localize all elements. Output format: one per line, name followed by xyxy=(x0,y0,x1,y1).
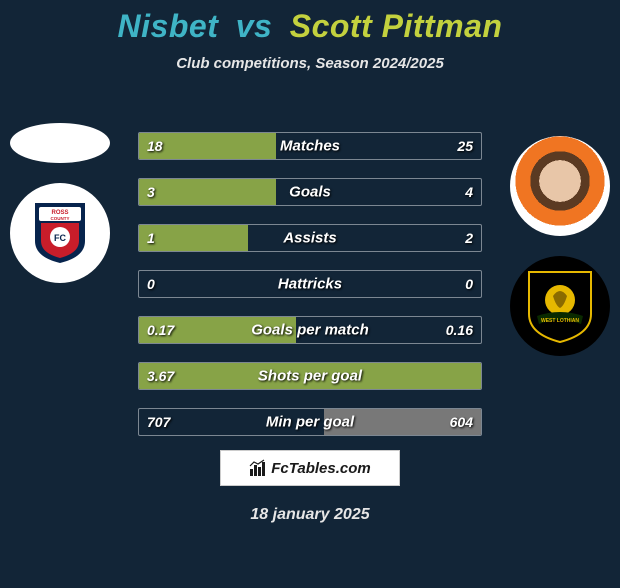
player2-name: Scott Pittman xyxy=(290,8,503,44)
stat-label: Goals xyxy=(289,184,331,201)
livingston-shield-icon: WEST LOTHIAN xyxy=(525,266,595,346)
stat-label: Goals per match xyxy=(251,322,369,339)
subtitle: Club competitions, Season 2024/2025 xyxy=(0,55,620,72)
stat-value-left: 0 xyxy=(147,276,155,292)
stat-bar-left xyxy=(139,225,248,251)
stat-value-left: 1 xyxy=(147,230,155,246)
stat-row: 707 Min per goal 604 xyxy=(138,408,482,436)
svg-text:COUNTY: COUNTY xyxy=(51,216,70,221)
brand-label: FcTables.com xyxy=(271,460,370,477)
stat-label: Min per goal xyxy=(266,414,354,431)
stat-value-left: 18 xyxy=(147,138,163,154)
stat-value-left: 707 xyxy=(147,414,170,430)
stat-row: 18 Matches 25 xyxy=(138,132,482,160)
ross-county-shield-icon: ROSS COUNTY FC xyxy=(33,201,87,265)
stat-value-right: 604 xyxy=(450,414,473,430)
stat-row: 0 Hattricks 0 xyxy=(138,270,482,298)
comparison-title: Nisbet vs Scott Pittman xyxy=(0,8,620,45)
title-vs: vs xyxy=(236,8,273,44)
stat-value-right: 4 xyxy=(465,184,473,200)
stat-row: 1 Assists 2 xyxy=(138,224,482,252)
player1-avatar-placeholder xyxy=(10,123,110,163)
stat-value-right: 0.16 xyxy=(446,322,473,338)
svg-text:FC: FC xyxy=(54,233,66,243)
stat-label: Assists xyxy=(283,230,336,247)
right-column: WEST LOTHIAN xyxy=(510,136,610,356)
report-date: 18 january 2025 xyxy=(250,506,369,524)
stat-row: 0.17 Goals per match 0.16 xyxy=(138,316,482,344)
brand-bars-icon xyxy=(249,459,267,477)
left-column: ROSS COUNTY FC xyxy=(10,123,110,283)
stat-row: 3 Goals 4 xyxy=(138,178,482,206)
player1-club-badge: ROSS COUNTY FC xyxy=(10,183,110,283)
stat-value-right: 0 xyxy=(465,276,473,292)
stat-bar-left xyxy=(139,179,276,205)
stat-label: Matches xyxy=(280,138,340,155)
stat-label: Shots per goal xyxy=(258,368,362,385)
player2-club-badge: WEST LOTHIAN xyxy=(510,256,610,356)
stat-value-right: 2 xyxy=(465,230,473,246)
stat-row: 3.67 Shots per goal xyxy=(138,362,482,390)
stats-bars: 18 Matches 25 3 Goals 4 1 Assists 2 0 Hattricks 0 0.… xyxy=(138,132,482,436)
player1-name: Nisbet xyxy=(118,8,219,44)
stat-label: Hattricks xyxy=(278,276,342,293)
stat-value-left: 3 xyxy=(147,184,155,200)
stat-value-left: 0.17 xyxy=(147,322,174,338)
svg-text:WEST LOTHIAN: WEST LOTHIAN xyxy=(541,318,579,324)
stat-value-left: 3.67 xyxy=(147,368,174,384)
stat-value-right: 25 xyxy=(457,138,473,154)
player2-avatar xyxy=(510,136,610,236)
brand-box[interactable]: FcTables.com xyxy=(220,450,400,486)
